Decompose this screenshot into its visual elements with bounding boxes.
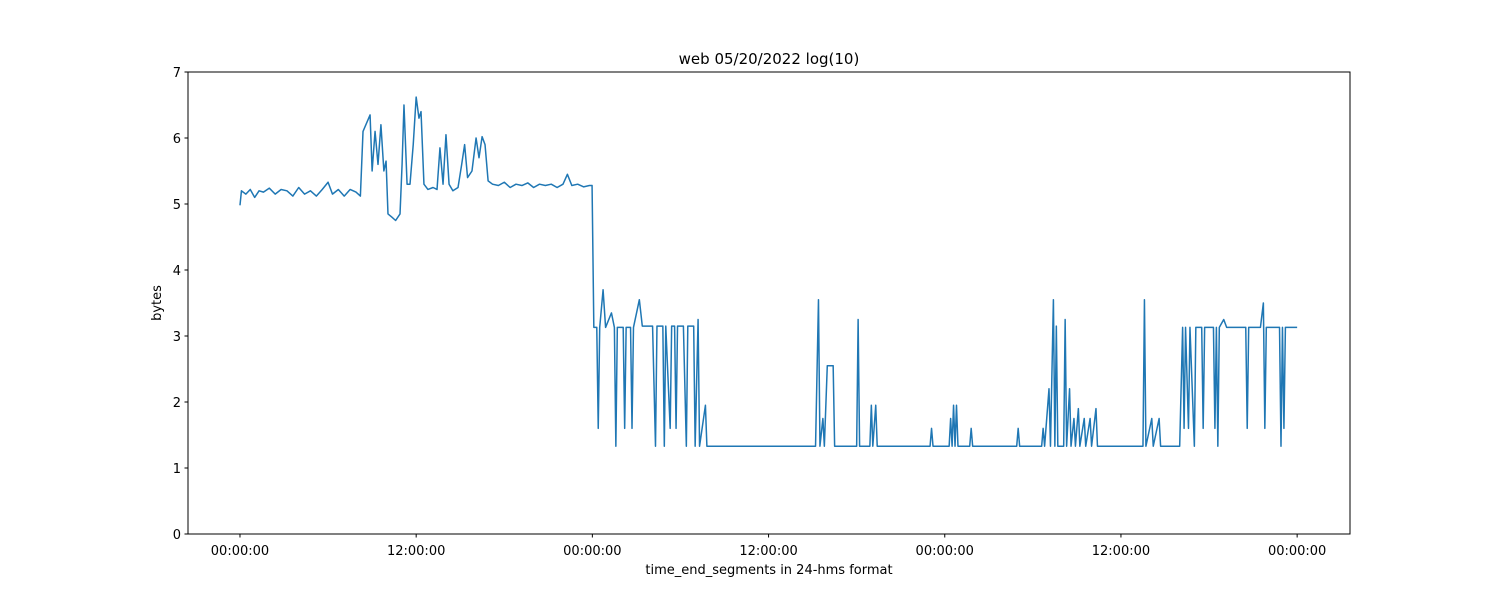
y-tick-label: 0 (173, 528, 181, 543)
x-tick-label: 00:00:00 (1268, 544, 1326, 559)
x-tick-label: 12:00:00 (1092, 544, 1150, 559)
data-line (239, 96, 1298, 447)
x-tick-label: 12:00:00 (739, 544, 797, 559)
y-tick-label: 4 (173, 264, 181, 279)
y-axis-label: bytes (150, 285, 165, 321)
x-tick-label: 12:00:00 (387, 544, 445, 559)
plot-frame (187, 71, 1351, 535)
y-tick-label: 5 (173, 198, 181, 213)
y-tick-label: 1 (173, 462, 181, 477)
y-tick-label: 2 (173, 396, 181, 411)
y-tick-label: 7 (173, 66, 181, 81)
y-tick-label: 6 (173, 132, 181, 147)
x-tick-label: 00:00:00 (211, 544, 269, 559)
y-tick-label: 3 (173, 330, 181, 345)
chart-title: web 05/20/2022 log(10) (679, 50, 860, 68)
x-tick-label: 00:00:00 (563, 544, 621, 559)
x-tick-label: 00:00:00 (916, 544, 974, 559)
x-axis-label: time_end_segments in 24-hms format (645, 563, 892, 578)
